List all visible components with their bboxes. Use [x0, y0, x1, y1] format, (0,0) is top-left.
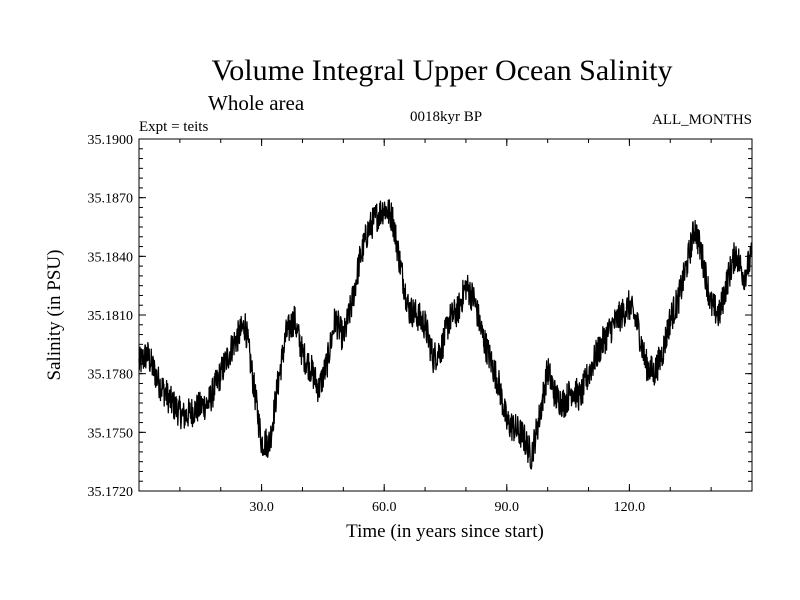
x-tick-label: 60.0	[372, 500, 397, 515]
chart-subtitle: Whole area	[208, 91, 305, 115]
period-label: 0018kyr BP	[410, 109, 482, 125]
y-tick-label: 35.1750	[88, 426, 134, 441]
chart-title: Volume Integral Upper Ocean Salinity	[212, 54, 673, 87]
x-tick-label: 90.0	[495, 500, 520, 515]
months-label: ALL_MONTHS	[652, 112, 752, 128]
y-tick-label: 35.1840	[88, 250, 134, 265]
y-tick-label: 35.1870	[88, 192, 134, 207]
y-tick-label: 35.1780	[88, 368, 134, 383]
y-tick-label: 35.1900	[88, 133, 134, 148]
plot-frame	[138, 138, 753, 492]
x-tick-label: 30.0	[249, 500, 274, 515]
series-line	[138, 199, 753, 470]
y-axis-label: Salinity (in PSU)	[44, 250, 65, 381]
y-tick-label: 35.1810	[88, 309, 134, 324]
x-tick-label: 120.0	[614, 500, 646, 515]
experiment-label: Expt = teits	[139, 119, 208, 135]
y-tick-label: 35.1720	[88, 485, 134, 500]
x-axis-label: Time (in years since start)	[346, 521, 544, 542]
series-layer	[138, 199, 753, 470]
